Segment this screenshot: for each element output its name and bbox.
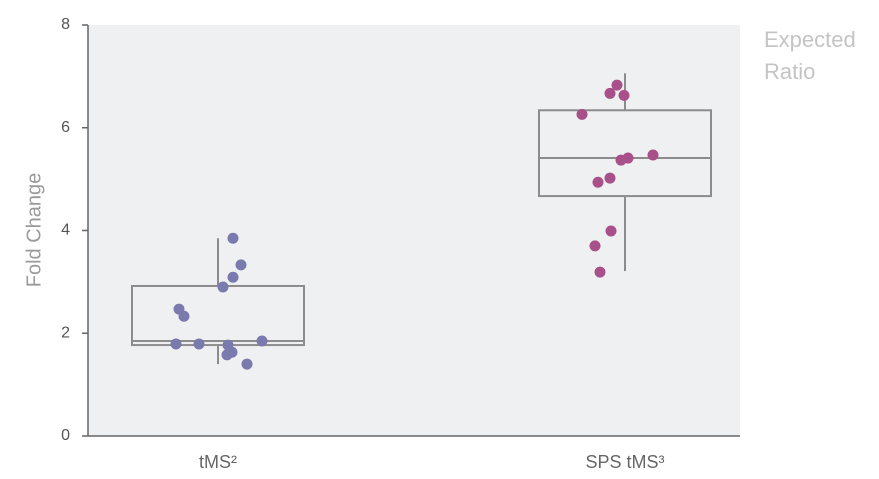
point — [604, 87, 616, 99]
point — [178, 310, 190, 322]
point — [594, 266, 606, 278]
point — [592, 176, 604, 188]
y-axis-label: Fold Change — [23, 173, 45, 288]
y-tick-label: 0 — [61, 427, 70, 444]
y-tick-label: 2 — [61, 324, 70, 341]
point — [221, 349, 233, 361]
point — [241, 358, 253, 370]
y-tick-label: 8 — [61, 16, 70, 33]
point — [217, 281, 229, 293]
point — [227, 271, 239, 283]
point — [235, 259, 247, 271]
y-tick-label: 6 — [61, 119, 70, 136]
point — [170, 338, 182, 350]
box — [538, 109, 712, 198]
point — [605, 225, 617, 237]
y-tick-label: 4 — [61, 222, 70, 239]
point — [193, 338, 205, 350]
plot-background — [88, 25, 740, 436]
point — [604, 172, 616, 184]
point — [647, 149, 659, 161]
annotation: Expected Ratio — [764, 27, 856, 84]
x-tick-label: tMS² — [199, 452, 237, 472]
point — [611, 79, 623, 91]
point — [227, 232, 239, 244]
x-tick-label: SPS tMS³ — [585, 452, 664, 472]
point — [589, 240, 601, 252]
point — [615, 154, 627, 166]
point — [576, 108, 588, 120]
point — [256, 335, 268, 347]
point — [618, 89, 630, 101]
